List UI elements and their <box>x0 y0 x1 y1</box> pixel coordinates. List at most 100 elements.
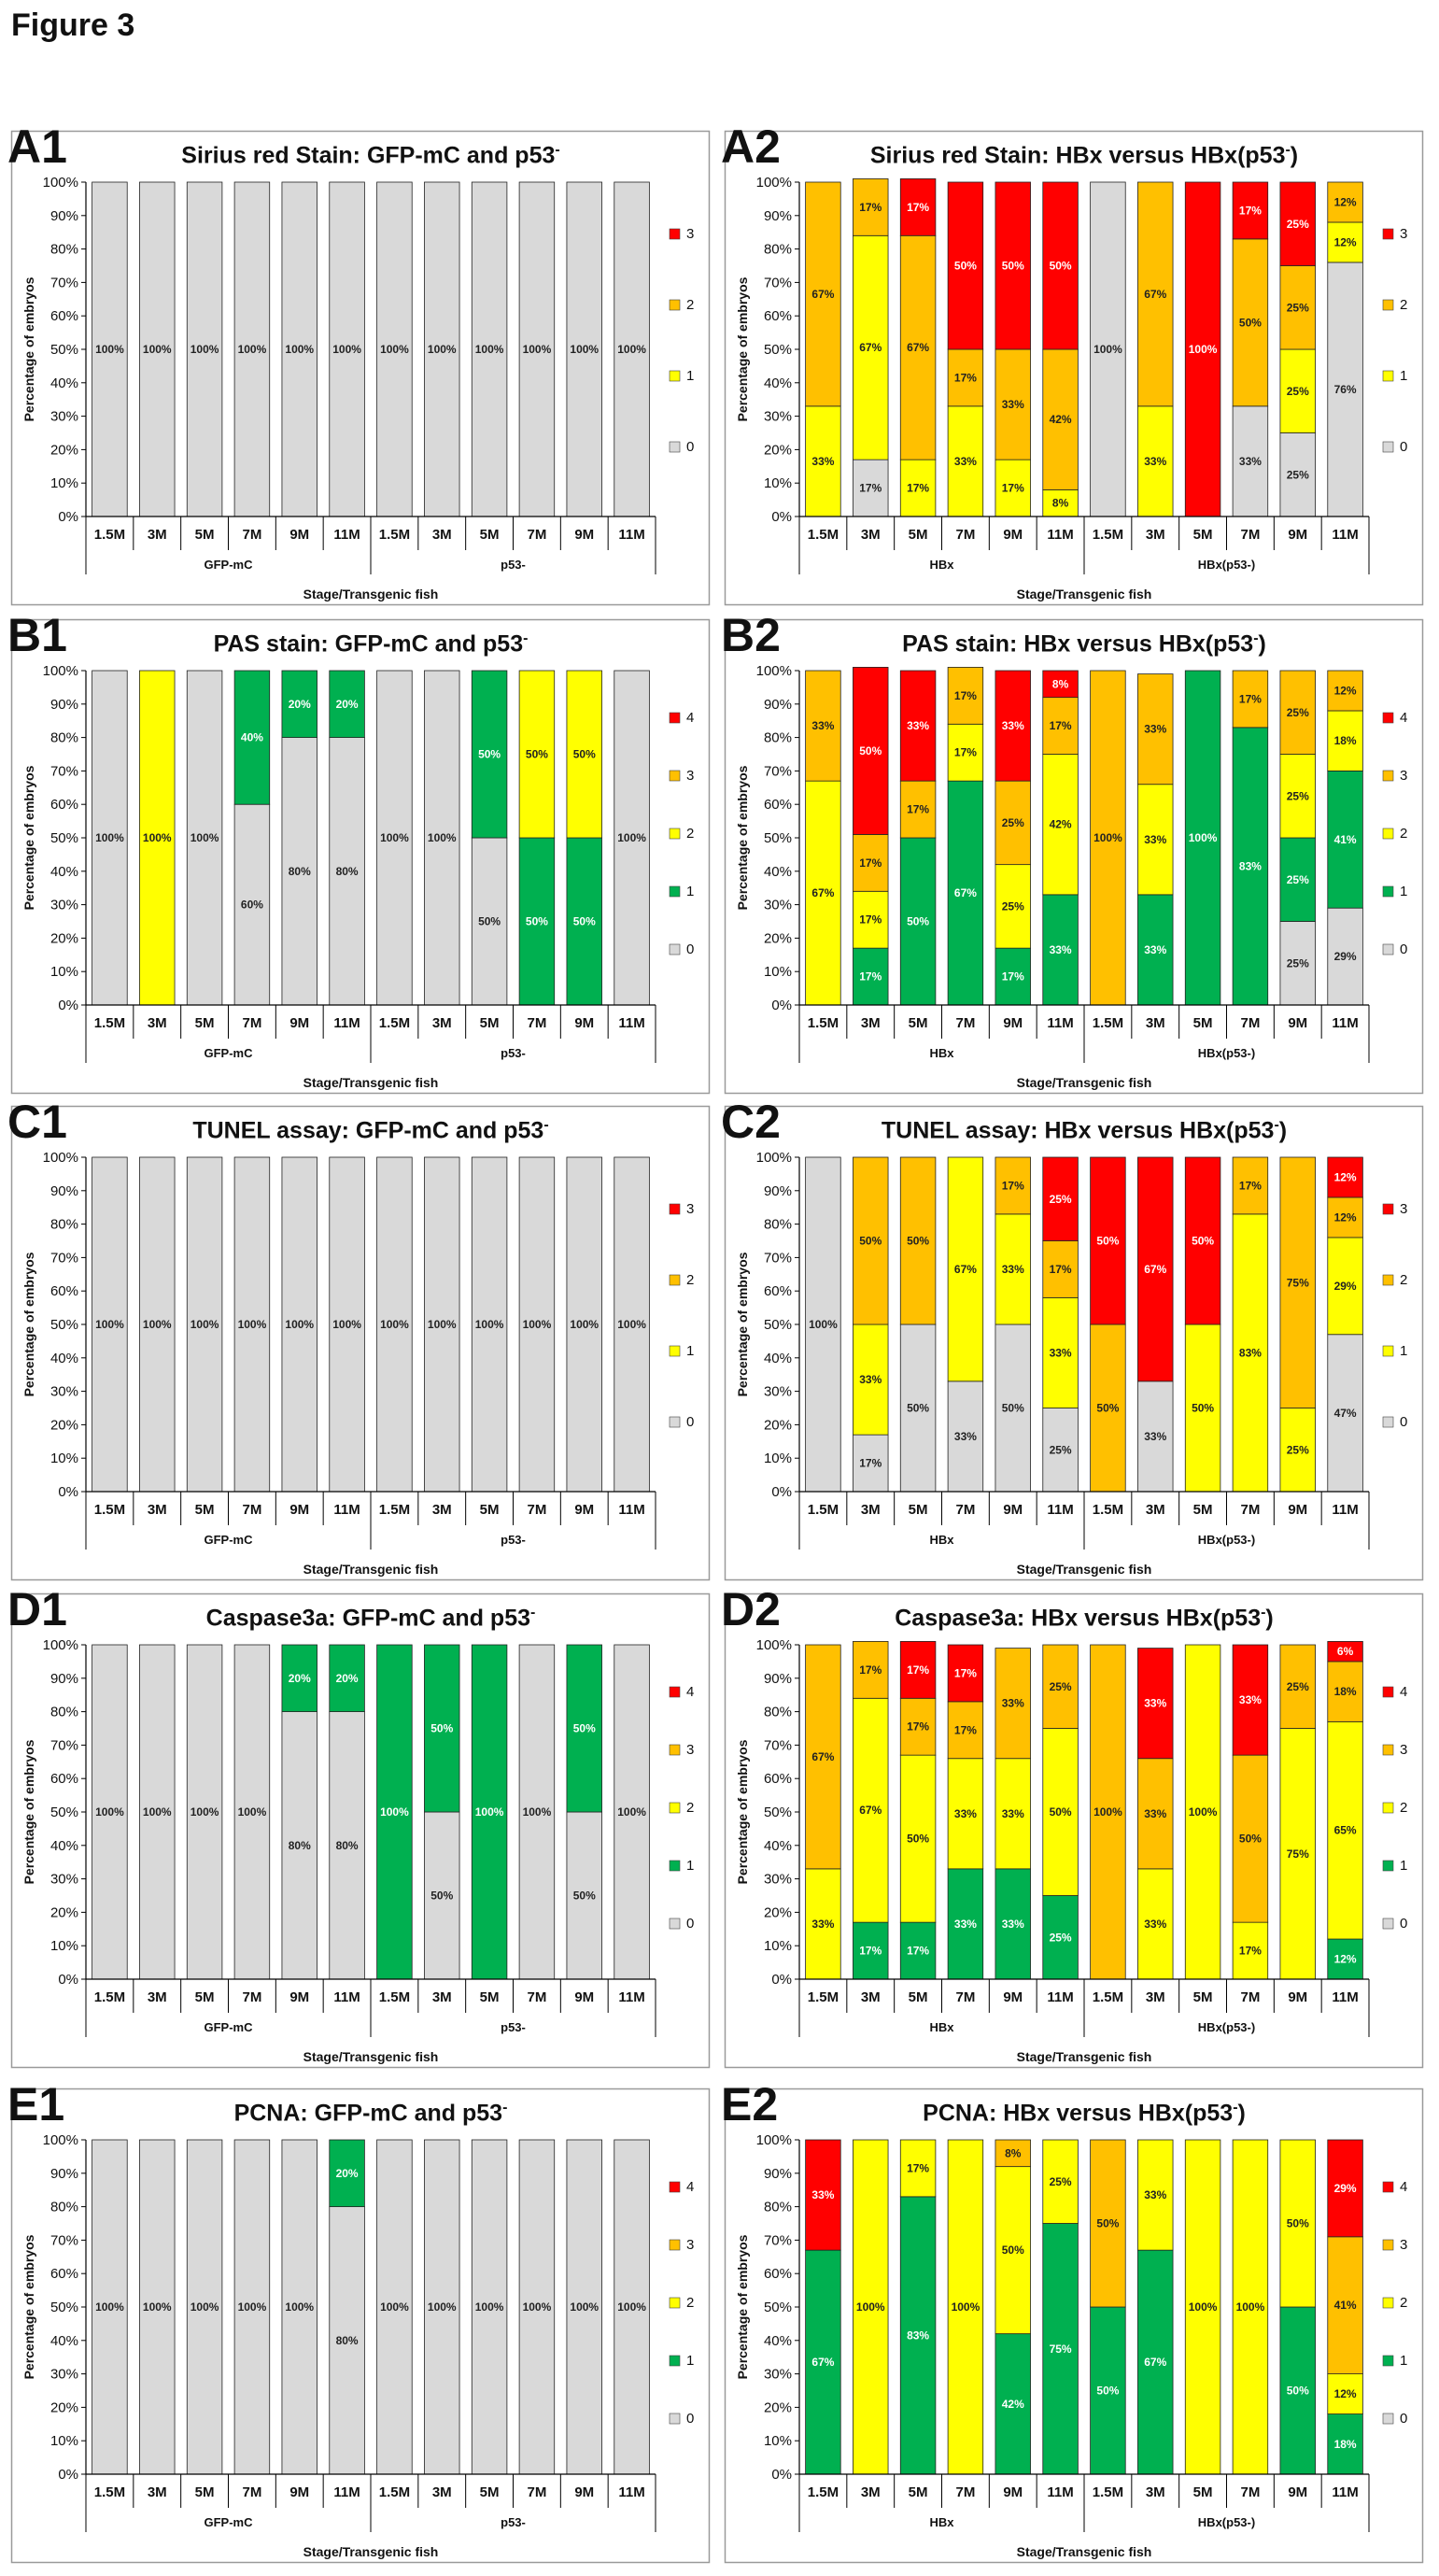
bar-segment <box>947 2139 984 2475</box>
bar-segment <box>424 1644 460 1813</box>
data-label: 50% <box>1096 2217 1119 2230</box>
chart-title-text: Sirius red Stain: HBx versus HBx(p53 <box>869 142 1286 169</box>
legend-swatch <box>669 299 681 311</box>
data-label: 100% <box>1093 1805 1122 1819</box>
data-label: 60% <box>241 899 263 912</box>
x-axis-label: Stage/Transgenic fish <box>303 2544 439 2559</box>
x-tick-label: 9M <box>289 2484 309 2500</box>
bar-segment <box>899 1156 937 1325</box>
bar-segment <box>995 1323 1031 1493</box>
chart-title-sup: - <box>530 1605 536 1621</box>
x-tick-label: 1.5M <box>379 527 410 543</box>
y-tick-label: 40% <box>50 1351 78 1366</box>
y-axis-label: Percentage of embryos <box>735 765 750 910</box>
y-tick-label: 0% <box>771 1484 792 1500</box>
bar-segment <box>281 737 317 1006</box>
x-tick-label: 11M <box>1047 527 1073 543</box>
y-tick-label: 30% <box>764 2367 792 2383</box>
bar-segment <box>1042 1296 1079 1408</box>
x-tick-label: 7M <box>955 2484 975 2500</box>
bar-segment <box>614 1156 650 1493</box>
bar-segment <box>1137 1758 1174 1870</box>
legend-label: 0 <box>1400 439 1407 455</box>
bar-segment <box>329 670 365 738</box>
legend-swatch <box>1382 1686 1394 1698</box>
bar-segment <box>947 1758 984 1870</box>
legend-swatch <box>669 2239 681 2251</box>
data-label: 50% <box>573 915 596 928</box>
panel-letter: D1 <box>7 1583 67 1635</box>
bar-segment <box>1327 670 1363 712</box>
group-label: HBx <box>929 558 954 572</box>
data-label: 17% <box>954 689 977 702</box>
bar-segment <box>376 181 413 517</box>
data-label: 33% <box>1144 833 1166 846</box>
data-label: 50% <box>907 1833 929 1846</box>
chart-title-end: ) <box>1278 1117 1288 1144</box>
data-label: 17% <box>907 201 929 214</box>
bar-segment <box>281 1644 317 1712</box>
data-label: 12% <box>1334 1170 1357 1183</box>
data-label: 17% <box>954 1666 977 1679</box>
data-label: 67% <box>907 341 929 354</box>
data-label: 76% <box>1334 383 1357 396</box>
x-tick-label: 9M <box>289 1989 309 2005</box>
bar-segment <box>566 1644 602 1813</box>
data-label: 20% <box>336 698 359 711</box>
data-label: 100% <box>380 2300 409 2314</box>
bar-segment <box>1327 1334 1363 1493</box>
data-label: 100% <box>380 343 409 356</box>
y-tick-label: 30% <box>50 898 78 913</box>
data-label: 12% <box>1334 1953 1357 1966</box>
chart-panel-a2: 0% 10% 20% 30% 40% 50% 60% 70% 80% 90% 100% Percent… <box>721 123 1424 606</box>
data-label: 100% <box>190 831 219 844</box>
chart-svg: 0% 10% 20% 30% 40% 50% 60% 70% 80% 90% 100% Percent… <box>10 618 711 1095</box>
y-tick-label: 100% <box>43 663 78 679</box>
data-label: 17% <box>1239 1179 1262 1192</box>
group-label: HBx(p53-) <box>1198 1046 1255 1060</box>
data-label: 33% <box>1002 1697 1024 1710</box>
chart-svg: 0% 10% 20% 30% 40% 50% 60% 70% 80% 90% 100% Percent… <box>724 1592 1424 2069</box>
bar-segment <box>805 1156 841 1493</box>
data-label: 100% <box>475 1805 504 1819</box>
data-label: 50% <box>907 1235 929 1248</box>
data-label: 33% <box>954 1430 977 1443</box>
y-tick-label: 100% <box>756 1637 792 1653</box>
y-tick-label: 90% <box>764 2166 792 2182</box>
data-label: 17% <box>859 970 882 984</box>
data-label: 12% <box>1334 2387 1357 2400</box>
data-label: 17% <box>954 746 977 759</box>
bar-segment <box>899 178 937 236</box>
x-tick-label: 9M <box>1288 1989 1307 2005</box>
data-label: 17% <box>859 1663 882 1677</box>
x-tick-label: 3M <box>432 1502 452 1518</box>
chart-panel-e1: 0% 10% 20% 30% 40% 50% 60% 70% 80% 90% 100% Percent… <box>7 2081 711 2564</box>
x-tick-label: 3M <box>1146 527 1165 543</box>
data-label: 33% <box>1144 455 1166 468</box>
legend-label: 4 <box>1400 2179 1407 2195</box>
data-label: 18% <box>1334 734 1357 747</box>
bar-segment <box>1232 238 1269 407</box>
legend-label: 2 <box>686 1800 694 1816</box>
legend-swatch <box>1382 770 1394 782</box>
x-tick-label: 3M <box>432 2484 452 2500</box>
bar-segment <box>566 1156 602 1493</box>
x-tick-label: 7M <box>1240 527 1260 543</box>
x-tick-label: 11M <box>333 1015 360 1031</box>
bar-segment <box>805 780 841 1006</box>
data-label: 17% <box>1239 204 1262 217</box>
legend-swatch <box>1382 1416 1394 1428</box>
x-tick-label: 5M <box>480 2484 500 2500</box>
data-label: 17% <box>954 371 977 384</box>
data-label: 100% <box>332 1318 361 1331</box>
bar-segment <box>1184 181 1221 517</box>
data-label: 33% <box>1144 943 1166 956</box>
y-tick-label: 20% <box>764 1417 792 1433</box>
data-label: 100% <box>952 2300 980 2314</box>
y-tick-label: 40% <box>50 2333 78 2349</box>
bar-segment <box>329 2139 365 2207</box>
bar-segment <box>805 2249 841 2475</box>
x-tick-label: 9M <box>1003 1015 1023 1031</box>
y-tick-label: 50% <box>50 342 78 358</box>
